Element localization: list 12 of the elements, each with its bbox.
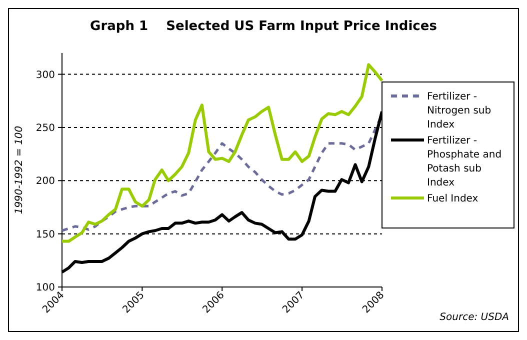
legend-label: Fertilizer - Nitrogen sub Index	[427, 92, 492, 130]
y-tick-label: 200	[36, 176, 55, 188]
y-axis-title: 1990-1992 = 100	[14, 126, 25, 214]
legend-label: Fertilizer - Phosphate and Potash sub Index	[427, 136, 502, 188]
y-tick-label: 150	[36, 229, 55, 240]
y-tick-label: 250	[36, 122, 55, 134]
legend-label: Fuel Index	[427, 194, 478, 204]
y-tick-label: 100	[36, 282, 55, 294]
chart-title: Graph 1 Selected US Farm Input Price Indices	[90, 19, 438, 34]
line-series	[60, 63, 384, 243]
source-note: Source: USDA	[440, 312, 510, 323]
y-tick-label: 300	[36, 70, 55, 81]
